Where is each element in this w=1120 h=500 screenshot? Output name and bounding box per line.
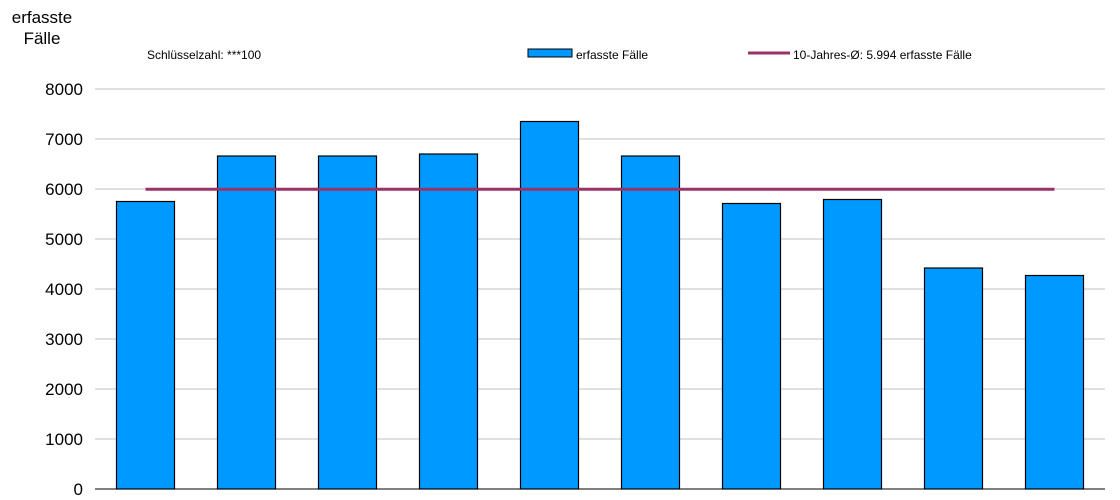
bar (317, 155, 378, 490)
bar (721, 202, 782, 490)
y-tick-label: 8000 (45, 80, 83, 99)
bar (1024, 274, 1085, 490)
legend-bar-swatch (527, 48, 573, 58)
bar (519, 120, 580, 490)
key-number-label: Schlüsselzahl: ***100 (147, 48, 261, 62)
y-tick-label: 3000 (45, 330, 83, 349)
bar (620, 155, 681, 490)
y-tick-labels: 0 1000 2000 3000 4000 5000 6000 7000 8000 (45, 80, 83, 499)
bar (216, 155, 277, 490)
bar-series (115, 120, 1085, 490)
y-tick-label: 0 (74, 480, 83, 499)
bar (822, 198, 883, 490)
y-axis-label-line2: Fälle (24, 29, 61, 48)
bar (115, 200, 176, 490)
y-tick-label: 5000 (45, 230, 83, 249)
y-tick-label: 2000 (45, 380, 83, 399)
legend-bar-label: erfasste Fälle (576, 48, 648, 62)
bar (923, 267, 984, 490)
y-axis-label-line1: erfasste (12, 8, 72, 27)
y-tick-label: 7000 (45, 130, 83, 149)
y-tick-label: 6000 (45, 180, 83, 199)
y-tick-label: 4000 (45, 280, 83, 299)
bar (418, 153, 479, 490)
y-tick-label: 1000 (45, 430, 83, 449)
legend-line-label: 10-Jahres-Ø: 5.994 erfasste Fälle (793, 48, 972, 62)
legend: erfasste Fälle 10-Jahres-Ø: 5.994 erfass… (527, 48, 972, 62)
